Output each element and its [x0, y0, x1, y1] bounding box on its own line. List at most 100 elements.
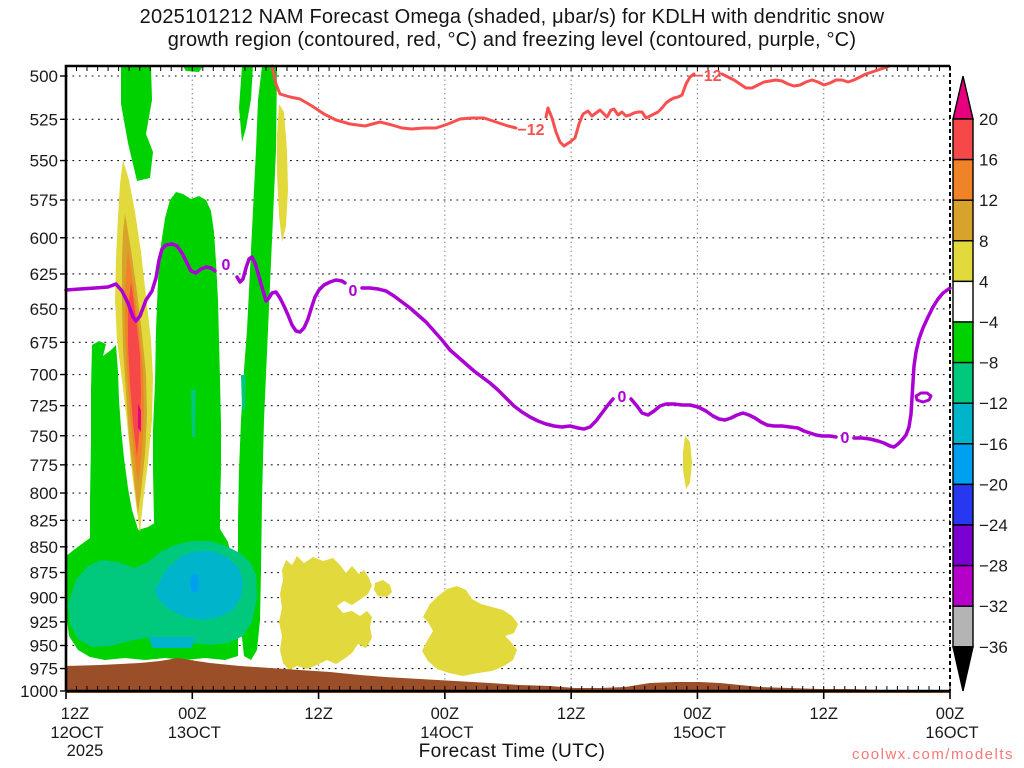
colorbar-label: −32: [979, 597, 1008, 616]
colorbar-label: −4: [979, 313, 998, 332]
freezing-level-contour-label: 0: [222, 257, 231, 274]
y-tick-label: 675: [30, 333, 58, 352]
freezing-level-contour-label: 0: [841, 430, 850, 447]
shaded-region: [153, 192, 221, 560]
shaded-region: [183, 66, 203, 72]
colorbar-segment: [952, 443, 974, 486]
colorbar-label: 4: [979, 272, 988, 291]
x-year-label: 2025: [67, 742, 104, 760]
y-tick-label: 950: [30, 636, 58, 655]
x-tick-label: 12Z: [61, 705, 89, 723]
freezing-level-contour: [64, 242, 217, 323]
x-tick-label: 00Z: [178, 705, 206, 723]
x-tick-label: 00Z: [936, 705, 964, 723]
y-tick-label: 850: [30, 538, 58, 557]
colorbar-over-arrow: [952, 75, 974, 120]
y-tick-label: 600: [30, 229, 58, 248]
shaded-region: [155, 551, 243, 620]
shaded-region: [128, 282, 141, 457]
y-tick-label: 525: [30, 110, 58, 129]
dendritic-growth-region-contour: [720, 64, 891, 90]
colorbar-segment: [952, 118, 974, 161]
shaded-region: [239, 66, 253, 142]
y-tick-label: 625: [30, 265, 58, 284]
colorbar-segment: [952, 524, 974, 567]
dendritic-growth-region-contour: [270, 64, 518, 131]
shaded-region: [138, 404, 141, 432]
dendritic-growth-region-contour-label: −12: [517, 122, 544, 139]
colorbar-label: −12: [979, 394, 1008, 413]
colorbar-segment: [952, 402, 974, 445]
freezing-level-contour-label: 0: [618, 389, 627, 406]
terrain: [66, 658, 950, 693]
shaded-region: [241, 375, 246, 410]
colorbar-label: −24: [979, 516, 1008, 535]
shaded-region: [422, 586, 518, 676]
x-tick-label: 12Z: [809, 705, 837, 723]
y-tick-label: 550: [30, 152, 58, 171]
x-date-label: 12OCT: [50, 724, 103, 742]
colorbar-label: −28: [979, 557, 1008, 576]
shaded-region: [190, 574, 199, 592]
shaded-region: [238, 66, 277, 660]
y-tick-label: 875: [30, 564, 58, 583]
colorbar-segment: [952, 158, 974, 201]
y-tick-label: 900: [30, 589, 58, 608]
dendritic-growth-region-contour: [544, 72, 696, 148]
shaded-region: [90, 341, 141, 562]
x-axis-title: Forecast Time (UTC): [418, 741, 606, 762]
watermark-link[interactable]: coolwx.com/modelts: [851, 746, 1014, 763]
plot-border: [64, 64, 950, 691]
colorbar-segment: [952, 361, 974, 404]
x-tick-label: 12Z: [557, 705, 585, 723]
colorbar-segment: [952, 199, 974, 242]
y-tick-label: 775: [30, 456, 58, 475]
x-tick-label: 00Z: [683, 705, 711, 723]
colorbar-segment: [952, 483, 974, 526]
colorbar-segment: [952, 605, 974, 648]
freezing-level-contour: [629, 397, 838, 439]
shaded-region: [374, 580, 392, 597]
colorbar-segment: [952, 564, 974, 607]
y-tick-label: 650: [30, 300, 58, 319]
colorbar-label: −20: [979, 475, 1008, 494]
colorbar-under-arrow: [952, 646, 974, 692]
colorbar-segment: [952, 280, 974, 323]
colorbar-segment: [952, 240, 974, 283]
y-tick-label: 575: [30, 191, 58, 210]
shaded-region: [277, 104, 288, 242]
x-date-label: 13OCT: [168, 724, 221, 742]
y-tick-label: 725: [30, 397, 58, 416]
colorbar-label: 16: [979, 151, 998, 170]
freezing-level-contour-label: 0: [349, 283, 358, 300]
y-tick-label: 925: [30, 613, 58, 632]
y-tick-label: 800: [30, 484, 58, 503]
freezing-level-contour: [360, 286, 615, 431]
y-tick-label: 1000: [20, 682, 58, 701]
shaded-region: [148, 637, 196, 648]
y-tick-label: 975: [30, 660, 58, 679]
shaded-region: [191, 390, 196, 437]
y-tick-label: 700: [30, 366, 58, 385]
colorbar-label: 8: [979, 232, 988, 251]
shaded-region: [121, 66, 153, 181]
x-date-label: 16OCT: [925, 724, 978, 742]
chart-title-line-1: 2025101212 NAM Forecast Omega (shaded, μ…: [139, 6, 885, 28]
dendritic-growth-region-contour-label: −12: [694, 68, 721, 85]
y-tick-label: 500: [30, 67, 58, 86]
x-date-label: 15OCT: [673, 724, 726, 742]
freezing-level-contour: [235, 255, 347, 334]
colorbar-label: 20: [979, 110, 998, 129]
freezing-level-contour: [852, 286, 952, 449]
shaded-region: [683, 436, 692, 489]
chart-title: 2025101212 NAM Forecast Omega (shaded, μ…: [0, 6, 1024, 52]
x-tick-label: 00Z: [431, 705, 459, 723]
colorbar-label: −16: [979, 435, 1008, 454]
colorbar-label: −8: [979, 354, 998, 373]
x-tick-label: 12Z: [304, 705, 332, 723]
y-tick-label: 750: [30, 427, 58, 446]
freezing-level-loop: [914, 391, 933, 404]
shaded-region: [279, 556, 372, 670]
